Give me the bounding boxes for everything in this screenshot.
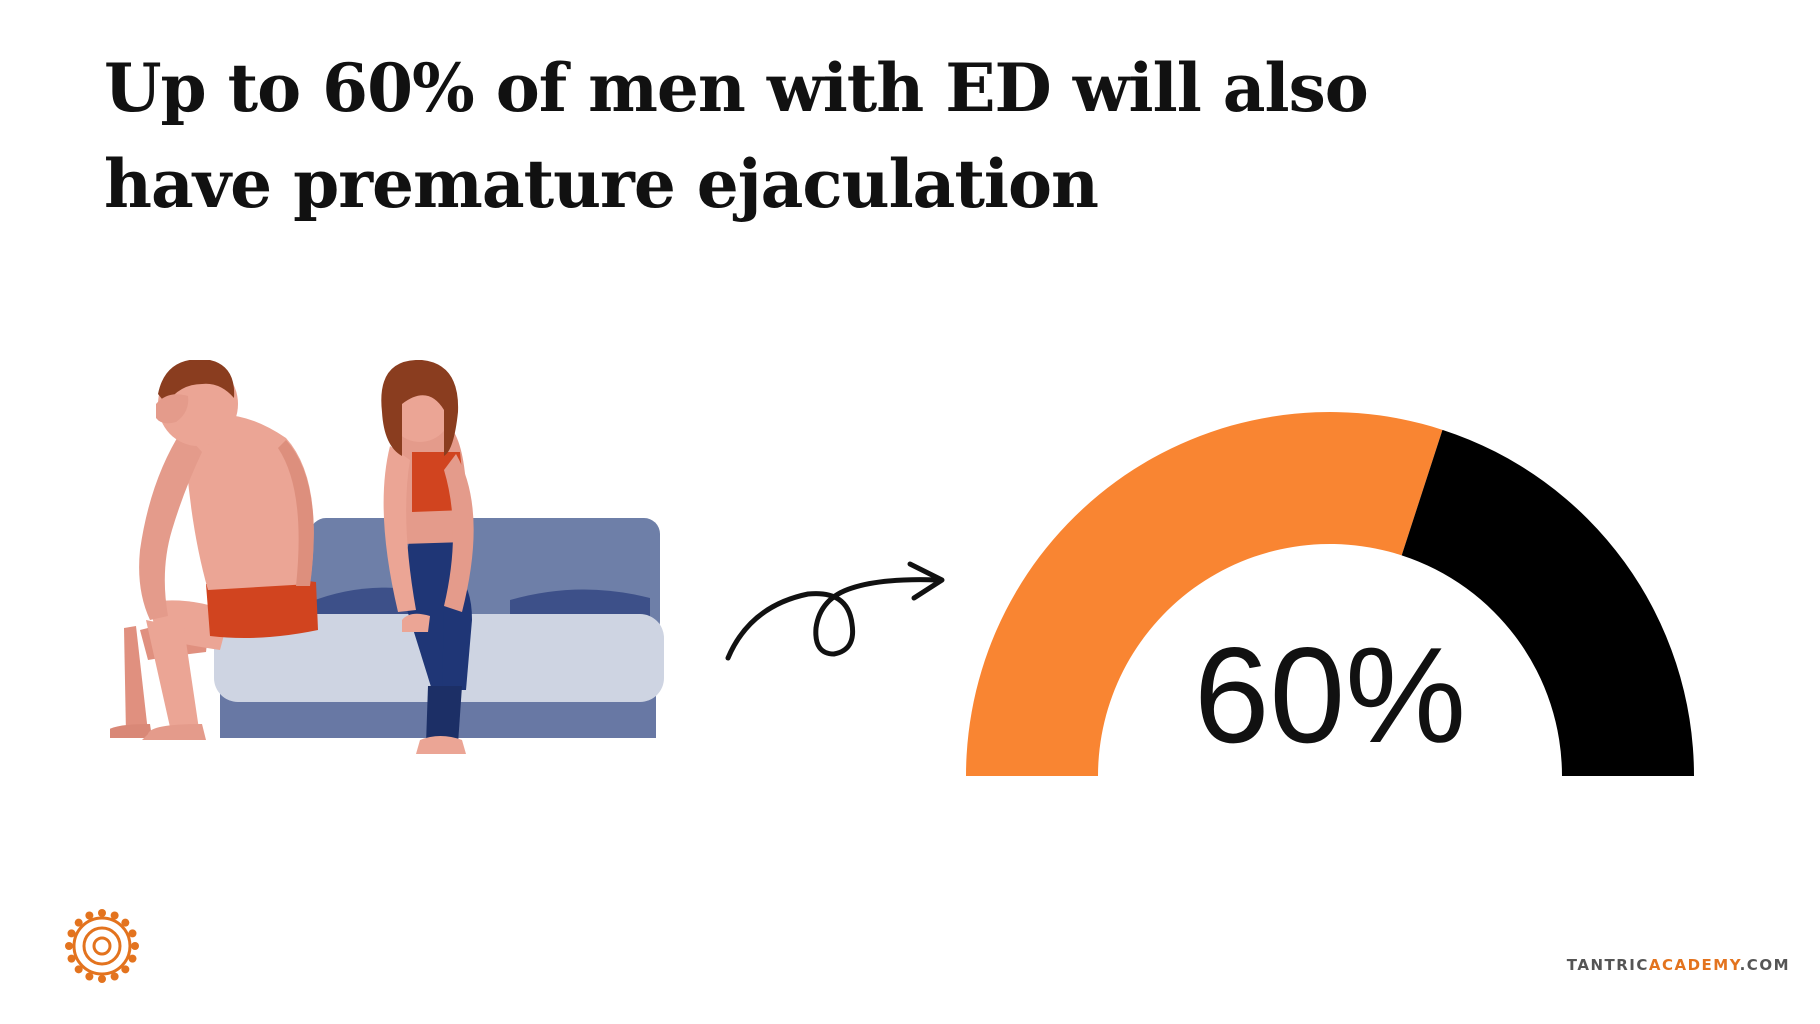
orange-mandala-logo-icon [65, 909, 139, 983]
brand-word-academy: ACADEMY [1648, 956, 1740, 974]
logo-petal [67, 954, 76, 963]
couple-on-bed-illustration [110, 360, 664, 754]
logo-petal [110, 972, 119, 981]
gauge-chart: 60% [966, 412, 1694, 776]
logo-petal [128, 929, 137, 938]
gauge-filled-segment [966, 412, 1443, 776]
brand-wordmark: TANTRICACADEMY.COM [1540, 956, 1790, 974]
headline-line-2: have premature ejaculation [104, 145, 1099, 223]
logo-petal [121, 918, 130, 927]
logo-petal [74, 918, 83, 927]
woman-figure [381, 360, 474, 754]
logo-petal [121, 965, 130, 974]
logo-petal [131, 942, 139, 950]
logo-petal [128, 954, 137, 963]
logo-petal [65, 942, 73, 950]
man-figure [110, 360, 318, 740]
brand-word-com: .COM [1739, 956, 1790, 974]
logo-petal [74, 965, 83, 974]
headline-line-1: Up to 60% of men with ED will also [104, 49, 1369, 127]
logo-petal [110, 911, 119, 920]
logo-petal [85, 911, 94, 920]
logo-petal [98, 909, 106, 917]
page-headline: Up to 60% of men with ED will also have … [104, 40, 1404, 232]
logo-petal [85, 972, 94, 981]
pillow-right [510, 589, 650, 622]
logo-petal [67, 929, 76, 938]
brand-word-tantric: TANTRIC [1566, 956, 1649, 974]
curly-arrow-icon [725, 561, 945, 661]
gauge-value-label: 60% [1194, 619, 1466, 771]
gauge-remaining-segment [1401, 429, 1694, 776]
logo-petal [98, 975, 106, 983]
